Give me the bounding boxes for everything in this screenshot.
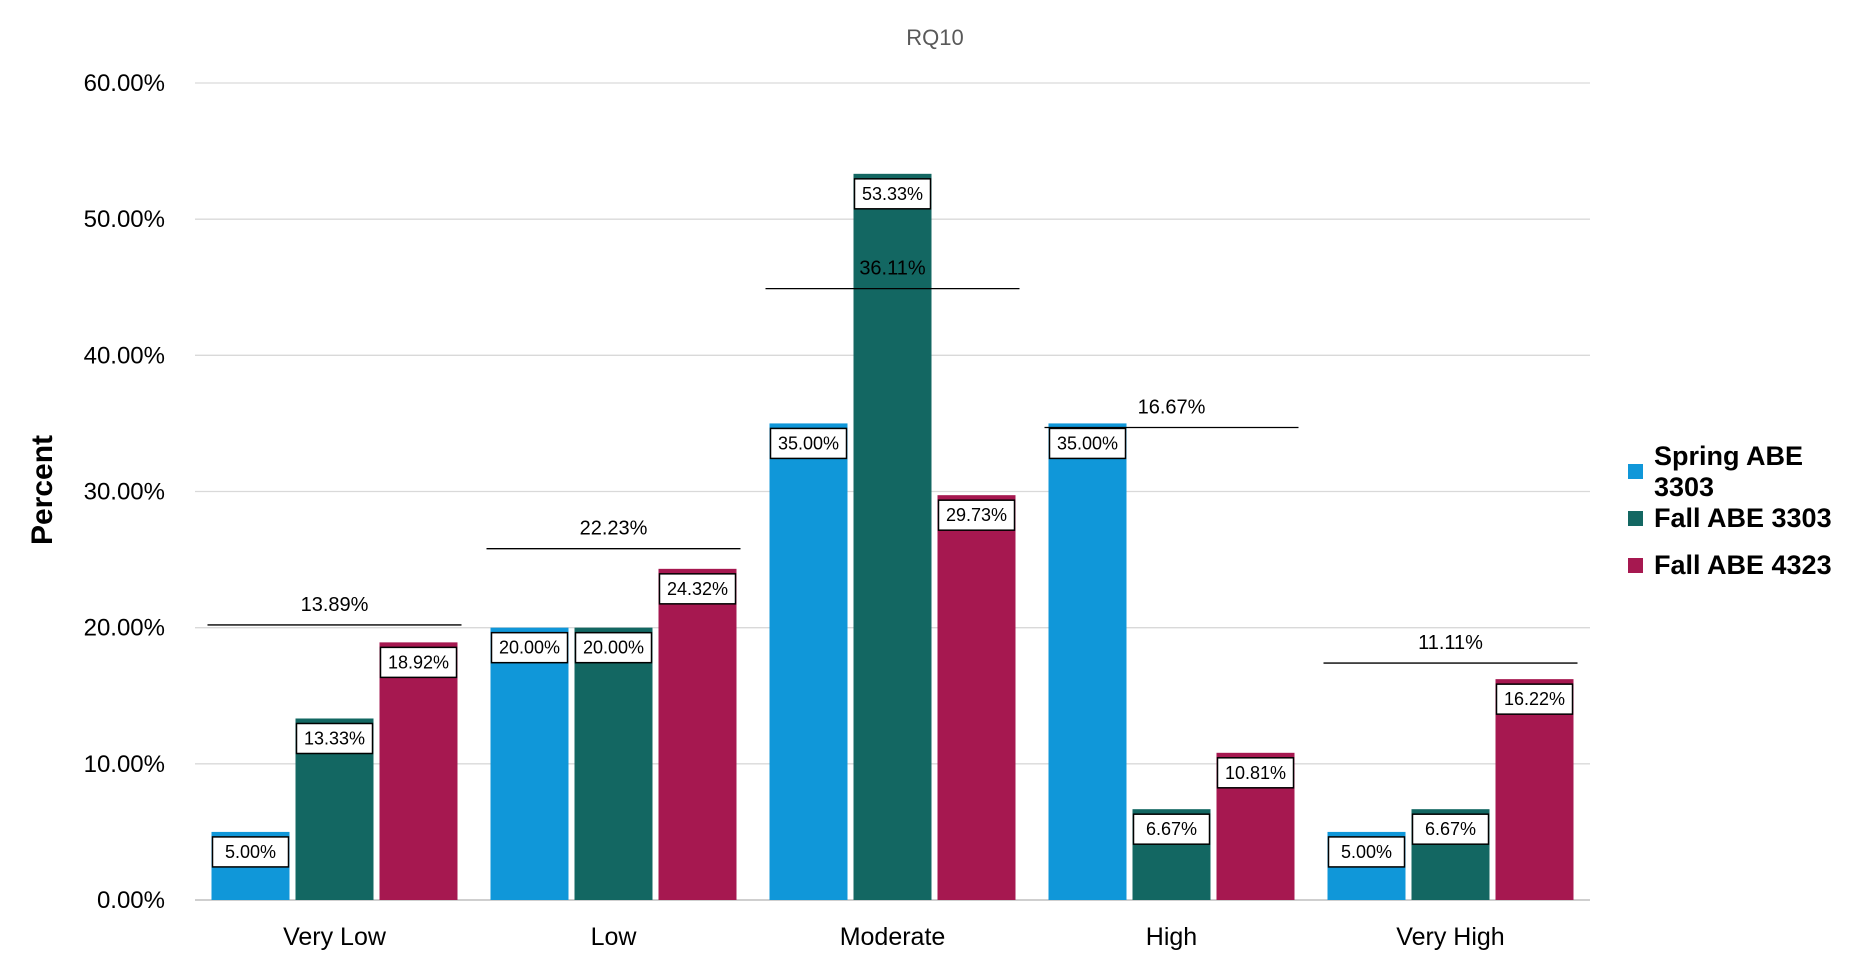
data-label: 6.67%	[1425, 819, 1476, 839]
y-tick-label: 40.00%	[84, 342, 165, 369]
data-label-box	[769, 427, 848, 460]
legend-swatch	[1628, 511, 1643, 526]
data-label-box	[1411, 813, 1490, 845]
data-label: 35.00%	[1057, 433, 1118, 453]
data-label-box	[658, 573, 737, 605]
y-tick-label: 10.00%	[84, 751, 165, 778]
legend-label: Fall ABE 3303	[1654, 503, 1832, 533]
data-label-box	[295, 722, 374, 755]
group-average-label: 36.11%	[859, 258, 926, 280]
group-average-label: 11.11%	[1418, 632, 1483, 654]
data-label: 13.33%	[304, 728, 365, 748]
x-tick-label: Very High	[1396, 923, 1504, 951]
y-tick-label: 30.00%	[84, 479, 165, 506]
y-tick-label: 0.00%	[97, 887, 165, 914]
data-label: 5.00%	[1341, 842, 1392, 862]
bar	[1048, 423, 1127, 900]
data-label-box	[1495, 683, 1574, 715]
legend-swatch	[1628, 464, 1643, 479]
y-axis-label: Percent	[26, 435, 59, 545]
x-tick-label: Very Low	[283, 923, 387, 951]
data-label: 18.92%	[388, 652, 449, 672]
bar	[574, 627, 653, 900]
data-label-box	[574, 631, 653, 664]
data-label-box	[211, 836, 290, 868]
legend-item: Spring ABE 3303	[1628, 441, 1863, 502]
legend-item: Fall ABE 3303	[1628, 495, 1863, 542]
data-label: 29.73%	[946, 505, 1007, 525]
data-label: 20.00%	[499, 638, 560, 658]
data-label: 16.22%	[1504, 689, 1565, 709]
data-label: 5.00%	[225, 842, 276, 862]
bar	[853, 173, 932, 900]
group-average-label: 22.23%	[580, 518, 648, 540]
data-label: 35.00%	[778, 433, 839, 453]
data-label: 10.81%	[1225, 763, 1286, 783]
legend: Spring ABE 3303 Fall ABE 3303 Fall ABE 432…	[1628, 441, 1863, 589]
x-tick-label: High	[1146, 923, 1197, 951]
data-label-box	[379, 646, 458, 679]
bar	[379, 642, 458, 900]
group-average-label: 16.67%	[1138, 397, 1206, 419]
y-tick-label: 50.00%	[84, 206, 165, 233]
bar	[490, 627, 569, 900]
group-average-label: 13.89%	[301, 594, 369, 616]
data-label: 6.67%	[1146, 819, 1197, 839]
legend-swatch	[1628, 558, 1643, 573]
bar	[1495, 679, 1574, 900]
legend-label: Fall ABE 4323	[1654, 550, 1832, 580]
y-tick-label: 60.00%	[84, 70, 165, 97]
x-tick-label: Moderate	[840, 923, 946, 951]
bar	[658, 568, 737, 900]
bar	[769, 423, 848, 900]
data-label-box	[937, 499, 1016, 531]
data-label: 53.33%	[862, 184, 923, 204]
data-label: 20.00%	[583, 638, 644, 658]
data-label-box	[1327, 836, 1406, 868]
legend-item: Fall ABE 4323	[1628, 542, 1863, 589]
legend-label: Spring ABE 3303	[1654, 440, 1804, 502]
bar	[937, 495, 1016, 900]
chart-title: RQ10	[906, 25, 963, 50]
data-label-box	[490, 631, 569, 664]
data-label-box	[1132, 813, 1211, 845]
data-label-box	[853, 178, 932, 210]
data-label-box	[1048, 427, 1127, 460]
data-label-box	[1216, 757, 1295, 789]
y-tick-label: 20.00%	[84, 615, 165, 642]
x-tick-label: Low	[591, 923, 638, 951]
data-label: 24.32%	[667, 579, 728, 599]
